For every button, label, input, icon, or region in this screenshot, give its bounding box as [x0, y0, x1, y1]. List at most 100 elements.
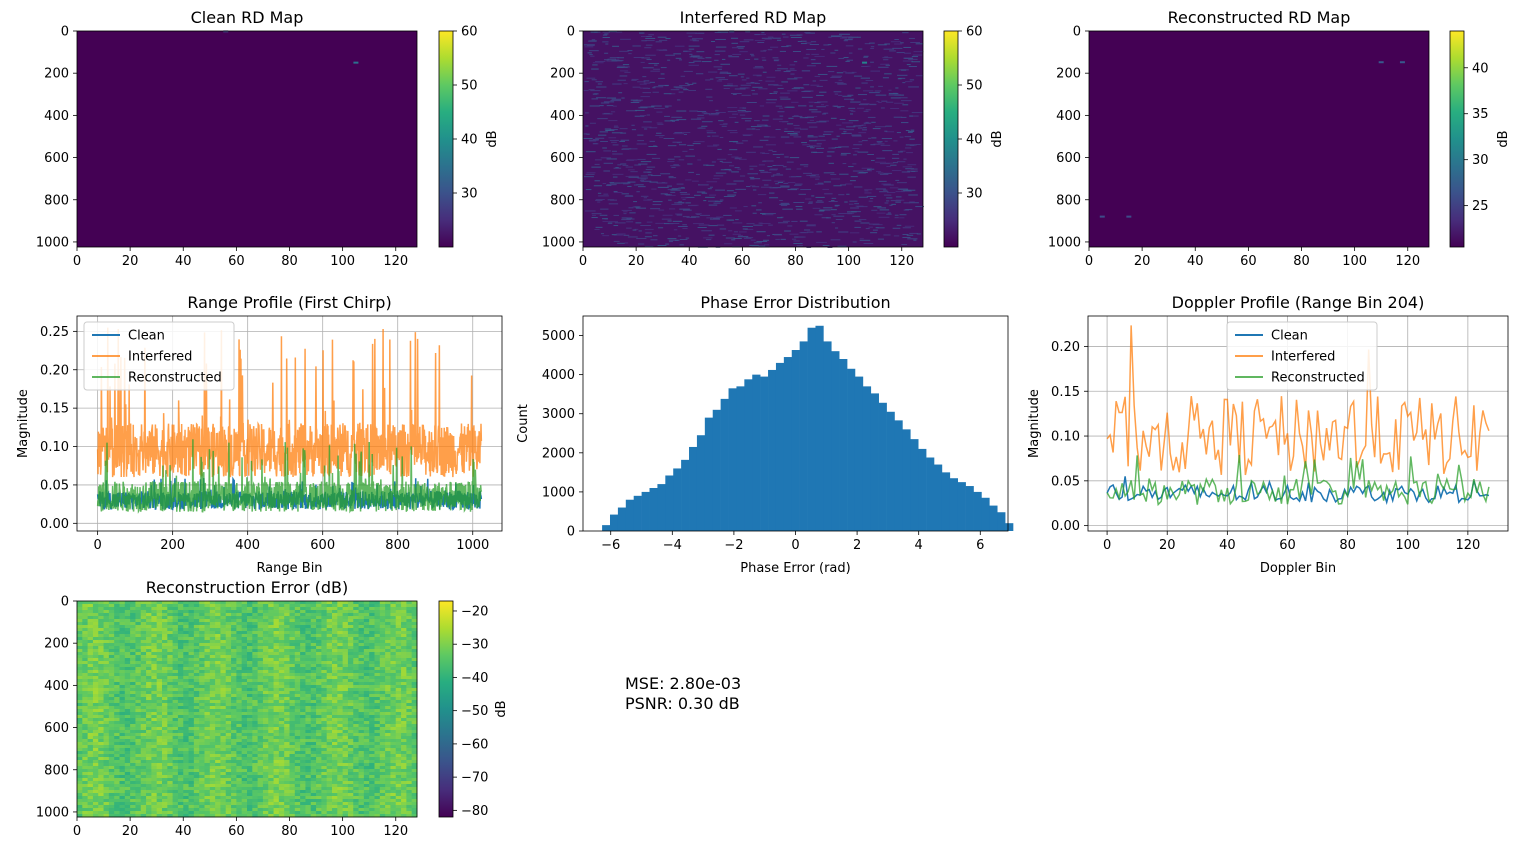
- heatmap-cell: [231, 751, 237, 755]
- heatmap-cell: [114, 703, 120, 707]
- heatmap-cell: [289, 769, 296, 773]
- heatmap-cell: [793, 184, 802, 186]
- heatmap-cell: [114, 781, 120, 785]
- heatmap-panel-1: 0 20 40 60 80 100 12002004006008001000Interfer…: [542, 8, 1005, 269]
- heatmap-cell: [268, 697, 274, 701]
- heatmap-cell: [204, 802, 211, 806]
- heatmap-cell: [708, 225, 718, 227]
- heatmap-cell: [193, 712, 200, 716]
- heatmap-cell: [640, 195, 649, 197]
- heatmap-cell: [87, 634, 94, 638]
- heatmap-cell: [172, 748, 179, 752]
- heatmap-cell: [82, 607, 89, 611]
- heatmap-cell: [135, 724, 142, 728]
- heatmap-cell: [199, 640, 205, 644]
- heatmap-cell: [130, 709, 136, 713]
- heatmap-cell: [300, 754, 306, 758]
- heatmap-cell: [268, 781, 274, 785]
- heatmap-cell: [225, 730, 232, 734]
- heatmap-cell: [688, 89, 697, 91]
- heatmap-cell: [690, 204, 699, 206]
- heatmap-cell: [257, 736, 264, 740]
- heatmap-cell: [199, 721, 205, 725]
- heatmap-cell: [215, 682, 221, 686]
- heatmap-cell: [108, 700, 115, 704]
- heatmap-cell: [108, 631, 115, 635]
- y-tick-label: 0.00: [1051, 519, 1080, 534]
- heatmap-cell: [220, 607, 227, 611]
- heatmap-cell: [902, 60, 913, 62]
- heatmap-cell: [215, 772, 221, 776]
- heatmap-cell: [310, 808, 317, 812]
- heatmap-cell: [114, 802, 120, 806]
- heatmap-cell: [124, 706, 131, 710]
- heatmap-cell: [310, 643, 317, 647]
- heatmap-cell: [124, 709, 131, 713]
- heatmap-cell: [247, 721, 253, 725]
- heatmap-cell: [770, 175, 775, 177]
- heatmap-cell: [98, 802, 104, 806]
- heatmap-cell: [103, 727, 110, 731]
- heatmap-cell: [877, 142, 882, 144]
- heatmap-cell: [310, 646, 317, 650]
- heatmap-cell: [135, 751, 142, 755]
- heatmap-cell: [98, 724, 104, 728]
- heatmap-cell: [257, 616, 264, 620]
- heatmap-cell: [310, 622, 317, 626]
- heatmap-cell: [199, 631, 205, 635]
- heatmap-cell: [183, 799, 189, 803]
- heatmap-cell: [135, 658, 142, 662]
- heatmap-cell: [209, 688, 216, 692]
- heatmap-cell: [204, 745, 211, 749]
- heatmap-cell: [183, 793, 189, 797]
- heatmap-cell: [209, 757, 216, 761]
- heatmap-cell: [890, 97, 901, 99]
- heatmap-cell: [585, 151, 596, 153]
- heatmap-cell: [305, 760, 312, 764]
- heatmap-cell: [162, 697, 168, 701]
- heatmap-cell: [103, 703, 110, 707]
- heatmap-cell: [241, 745, 248, 749]
- heatmap-cell: [209, 703, 216, 707]
- heatmap-cell: [310, 637, 317, 641]
- heatmap-cell: [252, 610, 259, 614]
- heatmap-cell: [92, 718, 99, 722]
- heatmap-cell: [231, 796, 237, 800]
- heatmap-cell: [103, 709, 110, 713]
- heatmap-cell: [124, 631, 131, 635]
- heatmap-cell: [209, 793, 216, 797]
- heatmap-cell: [215, 802, 221, 806]
- heatmap-cell: [215, 652, 221, 656]
- heatmap-cell: [140, 628, 147, 632]
- heatmap-cell: [645, 44, 653, 46]
- heatmap-cell: [262, 679, 269, 683]
- heatmap-cell: [103, 604, 110, 608]
- heatmap-cell: [257, 763, 264, 767]
- heatmap-cell: [734, 167, 740, 169]
- heatmap-cell: [162, 769, 168, 773]
- heatmap-cell: [733, 237, 742, 239]
- heatmap-cell: [183, 601, 189, 605]
- heatmap-cell: [316, 685, 322, 689]
- heatmap-cell: [305, 763, 312, 767]
- heatmap-cell: [146, 814, 152, 818]
- heatmap-cell: [252, 733, 259, 737]
- heatmap-cell: [273, 781, 280, 785]
- heatmap-cell: [278, 679, 285, 683]
- heatmap-cell: [247, 697, 253, 701]
- heatmap-cell: [679, 208, 690, 210]
- heatmap-cell: [108, 808, 115, 812]
- heatmap-cell: [209, 604, 216, 608]
- heatmap-cell: [167, 643, 174, 647]
- heatmap-cell: [82, 700, 89, 704]
- heatmap-cell: [289, 814, 296, 818]
- heatmap-cell: [849, 200, 858, 202]
- heatmap-cell: [688, 62, 695, 64]
- heatmap-cell: [627, 50, 633, 52]
- heatmap-cell: [188, 736, 195, 740]
- heatmap-cell: [92, 643, 99, 647]
- heatmap-cell: [305, 697, 312, 701]
- heatmap-cell: [828, 162, 834, 164]
- heatmap-cell: [220, 646, 227, 650]
- heatmap-cell: [146, 610, 152, 614]
